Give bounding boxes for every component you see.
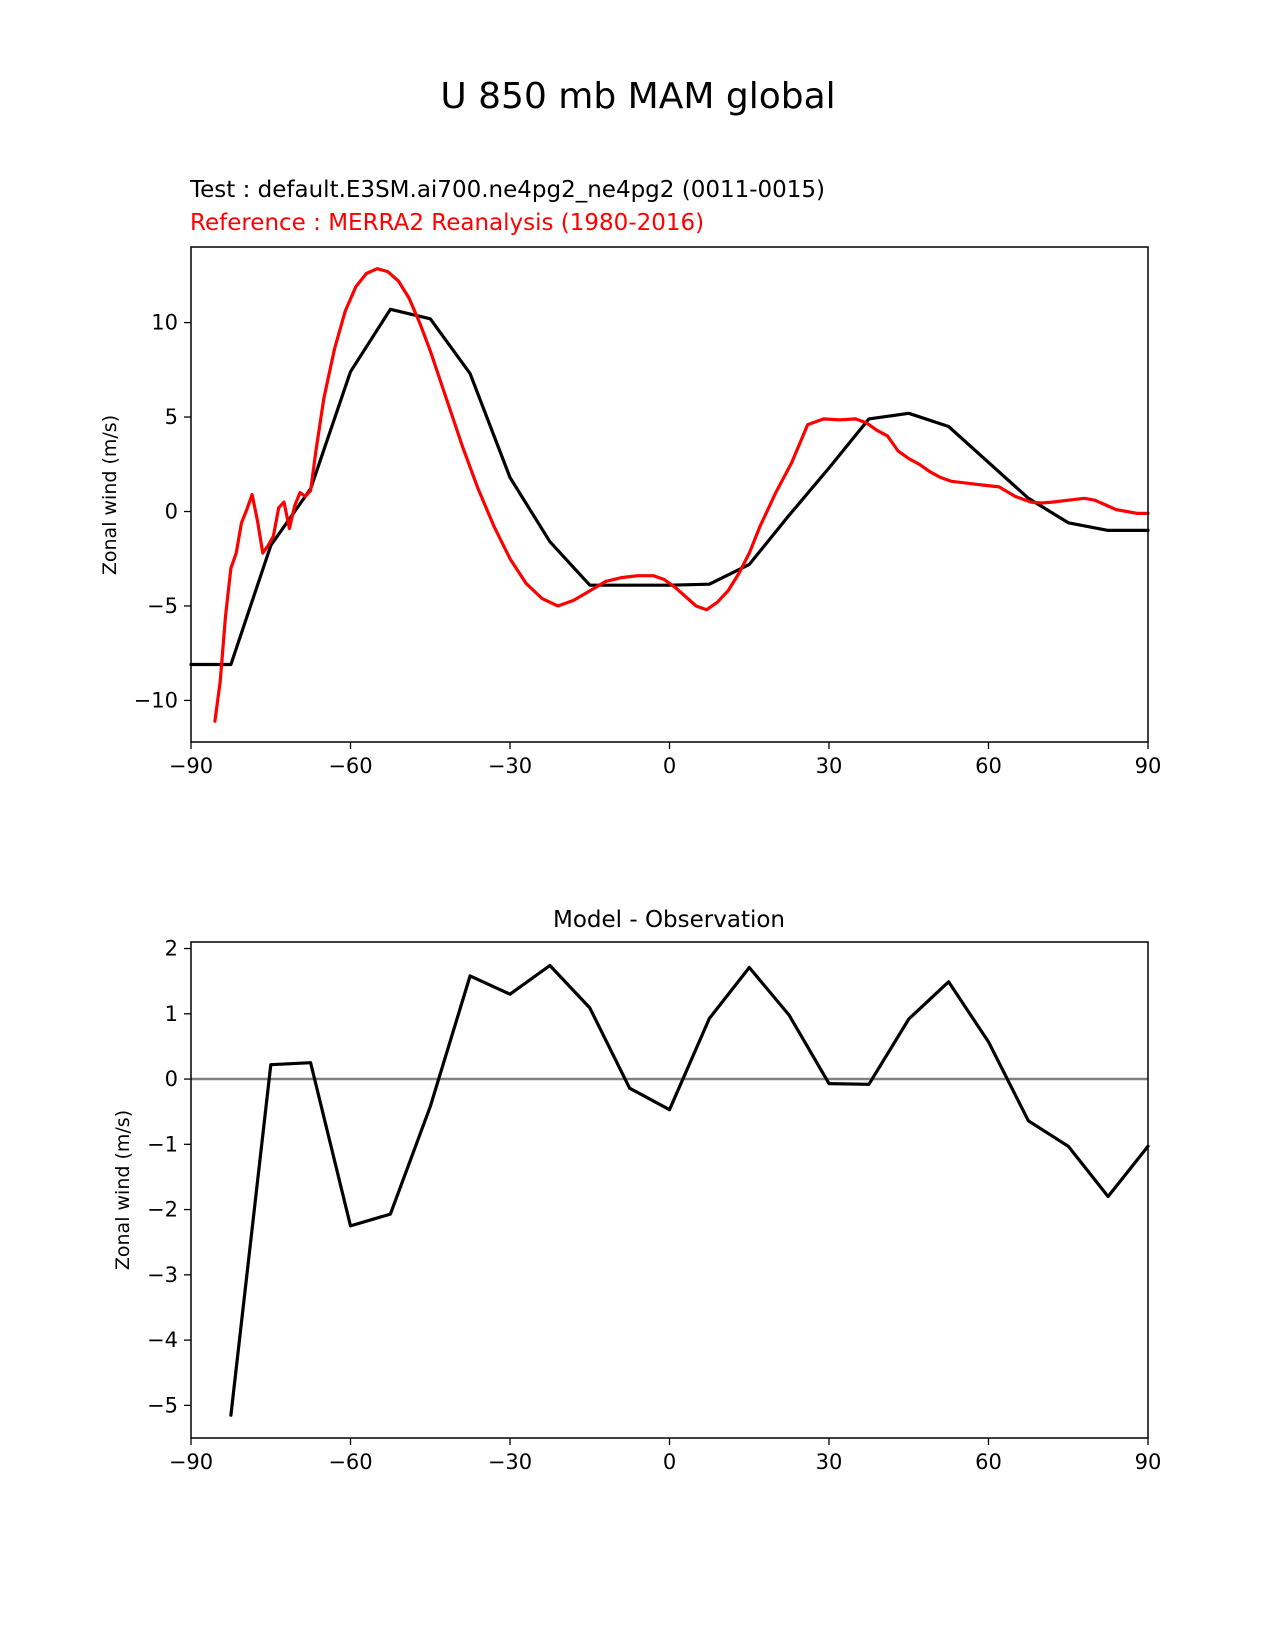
bottom-y-tick-label: −3 bbox=[147, 1263, 178, 1287]
top-y-tick-label: −5 bbox=[147, 594, 178, 618]
top-y-tick-label: −10 bbox=[134, 688, 178, 712]
bottom-ticks-group: −90 −60 −30 0 30 60 90 −5 −4 −3 −2 −1 0 1 2 bbox=[147, 937, 1161, 1474]
bottom-x-tick-label: 90 bbox=[1135, 1450, 1162, 1474]
bottom-x-tick-label: 60 bbox=[975, 1450, 1002, 1474]
top-series-group bbox=[189, 267, 1150, 723]
reference-label: Reference : MERRA2 Reanalysis (1980-2016… bbox=[190, 210, 704, 236]
bottom-x-tick-label: −90 bbox=[169, 1450, 213, 1474]
bottom-y-tick-label: −4 bbox=[147, 1328, 178, 1352]
top-y-axis-label: Zonal wind (m/s) bbox=[99, 415, 121, 575]
top-x-tick-label: 30 bbox=[816, 754, 843, 778]
bottom-x-tick-label: −30 bbox=[488, 1450, 532, 1474]
bottom-x-tick-label: 0 bbox=[663, 1450, 676, 1474]
top-x-tick-label: 60 bbox=[975, 754, 1002, 778]
top-y-tick-label: 5 bbox=[165, 405, 178, 429]
top-x-tick-label: 90 bbox=[1135, 754, 1162, 778]
bottom-x-tick-label: 30 bbox=[816, 1450, 843, 1474]
top-x-tick-label: −90 bbox=[169, 754, 213, 778]
bottom-y-axis-label: Zonal wind (m/s) bbox=[112, 1110, 134, 1270]
top-x-tick-label: 0 bbox=[663, 754, 676, 778]
bottom-y-tick-label: −1 bbox=[147, 1132, 178, 1156]
figure-title: U 850 mb MAM global bbox=[440, 76, 835, 117]
test-label: Test : default.E3SM.ai700.ne4pg2_ne4pg2 … bbox=[189, 177, 825, 203]
top-series-line-reference bbox=[213, 267, 1150, 723]
bottom-series-group bbox=[229, 963, 1150, 1417]
diff-plot-title: Model - Observation bbox=[553, 907, 785, 933]
bottom-y-tick-label: −2 bbox=[147, 1198, 178, 1222]
top-y-tick-label: 0 bbox=[165, 500, 178, 524]
bottom-y-tick-label: 2 bbox=[165, 937, 178, 961]
top-x-tick-label: −60 bbox=[328, 754, 372, 778]
difference-plot-panel: −90 −60 −30 0 30 60 90 −5 −4 −3 −2 −1 0 1 2 Zonal wind… bbox=[112, 937, 1161, 1474]
top-x-tick-label: −30 bbox=[488, 754, 532, 778]
top-ticks-group: −90 −60 −30 0 30 60 90 −10 −5 0 5 10 bbox=[134, 311, 1162, 778]
top-y-tick-label: 10 bbox=[151, 311, 178, 335]
main-plot-panel: −90 −60 −30 0 30 60 90 −10 −5 0 5 10 Zonal wind (m/… bbox=[99, 246, 1162, 778]
bottom-y-tick-label: 1 bbox=[165, 1002, 178, 1026]
bottom-y-tick-label: 0 bbox=[165, 1067, 178, 1091]
bottom-series-line-model-observation bbox=[229, 963, 1150, 1417]
bottom-x-tick-label: −60 bbox=[328, 1450, 372, 1474]
bottom-y-tick-label: −5 bbox=[147, 1393, 178, 1417]
